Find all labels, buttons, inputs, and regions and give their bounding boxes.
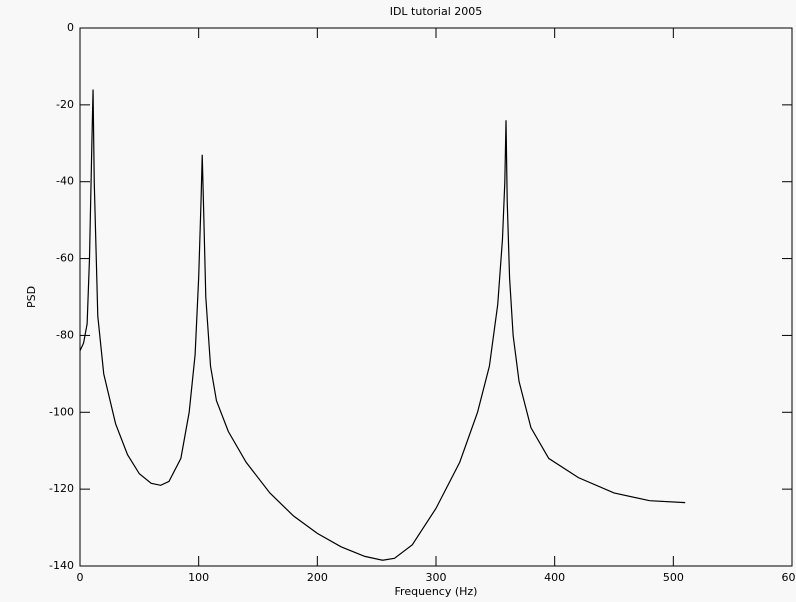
y-tick-label: -60	[56, 252, 74, 265]
y-tick-label: -40	[56, 175, 74, 188]
x-tick-label: 400	[544, 571, 565, 584]
y-tick-label: -120	[49, 482, 74, 495]
x-tick-label: 0	[77, 571, 84, 584]
y-axis-title: PSD	[25, 286, 38, 308]
plot-frame	[79, 27, 793, 567]
y-tick-label: 0	[67, 21, 74, 34]
y-tick-label: -100	[49, 405, 74, 418]
x-tick-label: 200	[307, 571, 328, 584]
psd-line	[79, 89, 686, 561]
x-tick-label: 300	[426, 571, 447, 584]
y-tick-label: -80	[56, 328, 74, 341]
y-tick-label: -20	[56, 98, 74, 111]
x-axis-title: Frequency (Hz)	[395, 585, 478, 598]
x-tick-label: 500	[663, 571, 684, 584]
chart-title: IDL tutorial 2005	[390, 5, 483, 18]
x-tick-label: 600	[782, 571, 796, 584]
x-tick-label: 100	[188, 571, 209, 584]
y-tick-label: -140	[49, 559, 74, 572]
